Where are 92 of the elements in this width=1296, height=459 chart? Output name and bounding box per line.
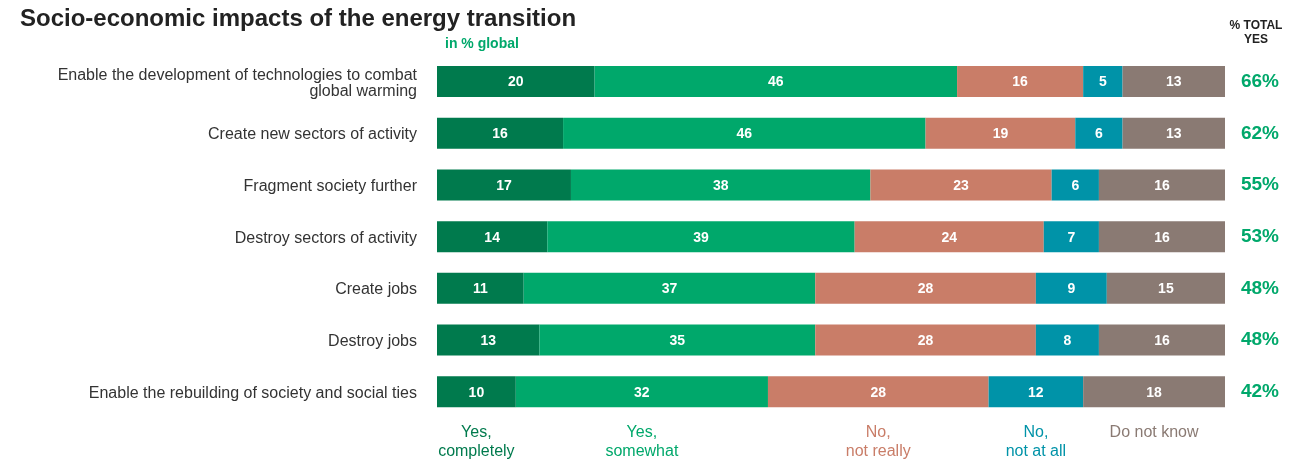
bar xyxy=(437,376,516,408)
bar xyxy=(1122,66,1225,97)
y-tick-label: Enable the development of technologies to combat global warming xyxy=(57,65,418,99)
y-tick-label: Create new sectors of activity xyxy=(208,125,417,143)
data-label: 20 xyxy=(508,73,524,90)
bar xyxy=(1035,272,1107,304)
y-tick-label: Fragment society further xyxy=(243,176,418,194)
data-label: 28 xyxy=(870,383,887,400)
bar xyxy=(1098,324,1225,356)
data-label: 6 xyxy=(1095,125,1104,142)
data-label: 8 xyxy=(1063,332,1072,349)
data-label: 38 xyxy=(712,176,729,193)
series-label: No, not really xyxy=(844,422,912,459)
data-label: 46 xyxy=(768,73,784,90)
data-label: 16 xyxy=(1154,176,1170,193)
bar xyxy=(437,272,524,304)
bar xyxy=(1075,117,1123,149)
text: % TOTAL YES xyxy=(1228,18,1284,46)
bar xyxy=(854,221,1044,253)
data-label: 10 xyxy=(468,383,485,400)
text: 48% xyxy=(1240,328,1280,351)
data-label: 17 xyxy=(496,176,512,193)
data-label: 28 xyxy=(917,280,934,297)
bar xyxy=(570,169,871,201)
series-label: Yes, completely xyxy=(437,422,516,459)
data-label: 18 xyxy=(1146,383,1163,400)
bar xyxy=(870,169,1052,201)
bar xyxy=(523,272,816,304)
y-tick-label: Destroy jobs xyxy=(328,332,417,350)
bar xyxy=(957,66,1084,97)
bar xyxy=(437,169,571,201)
y-tick-label: Destroy sectors of activity xyxy=(234,228,417,246)
bar xyxy=(594,66,958,97)
bar xyxy=(1122,117,1225,149)
data-label: 13 xyxy=(480,332,497,349)
data-label: 11 xyxy=(472,280,488,297)
y-tick-label: Enable the rebuilding of society and social ties xyxy=(88,383,417,401)
data-label: 35 xyxy=(669,332,686,349)
text: 55% xyxy=(1240,173,1280,196)
data-label: 9 xyxy=(1067,280,1076,297)
bar xyxy=(547,221,855,253)
bar xyxy=(1051,169,1099,201)
data-label: 19 xyxy=(992,125,1009,142)
data-label: 7 xyxy=(1067,228,1076,245)
data-label: 14 xyxy=(484,228,501,245)
chart-subtitle: in % global xyxy=(445,35,519,51)
data-label: 32 xyxy=(634,383,650,400)
text: 42% xyxy=(1240,380,1280,403)
data-label: 23 xyxy=(953,176,970,193)
bar xyxy=(815,324,1036,356)
bar xyxy=(1098,169,1225,201)
data-label: 6 xyxy=(1071,176,1080,193)
bar xyxy=(1035,324,1099,356)
bar xyxy=(437,324,540,356)
bar xyxy=(1098,221,1225,253)
data-label: 13 xyxy=(1165,125,1182,142)
data-label: 37 xyxy=(661,280,678,297)
y-tick-label: Create jobs xyxy=(335,280,417,298)
bar xyxy=(539,324,816,356)
bar xyxy=(815,272,1036,304)
data-label: 46 xyxy=(736,125,753,142)
bar xyxy=(437,221,548,253)
bar xyxy=(437,66,595,97)
data-label: 16 xyxy=(1154,332,1170,349)
data-label: 39 xyxy=(693,228,709,245)
data-label: 16 xyxy=(1154,228,1170,245)
data-label: 16 xyxy=(492,125,509,142)
bar xyxy=(563,117,926,149)
bar xyxy=(1083,66,1123,97)
bar xyxy=(437,117,564,149)
bar xyxy=(1083,376,1225,408)
data-label: 28 xyxy=(917,332,934,349)
text: 53% xyxy=(1240,225,1280,247)
series-label: Do not know xyxy=(1108,422,1200,441)
text: 66% xyxy=(1240,69,1280,92)
data-label: 13 xyxy=(1165,73,1182,90)
bar xyxy=(925,117,1076,149)
text: 62% xyxy=(1240,121,1280,144)
bar xyxy=(515,376,768,408)
bar xyxy=(988,376,1084,408)
data-label: 15 xyxy=(1158,280,1174,297)
bar xyxy=(767,376,989,408)
chart-title: Socio-economic impacts of the energy transition xyxy=(20,4,577,32)
text: 48% xyxy=(1240,276,1280,299)
data-label: 5 xyxy=(1098,73,1107,90)
data-label: 12 xyxy=(1028,383,1044,400)
data-label: 16 xyxy=(1012,73,1029,90)
bar xyxy=(1106,272,1225,304)
series-label: No, not at all xyxy=(1004,422,1068,459)
series-label: Yes, somewhat xyxy=(604,422,680,459)
bar xyxy=(1043,221,1099,253)
data-label: 24 xyxy=(941,228,958,245)
